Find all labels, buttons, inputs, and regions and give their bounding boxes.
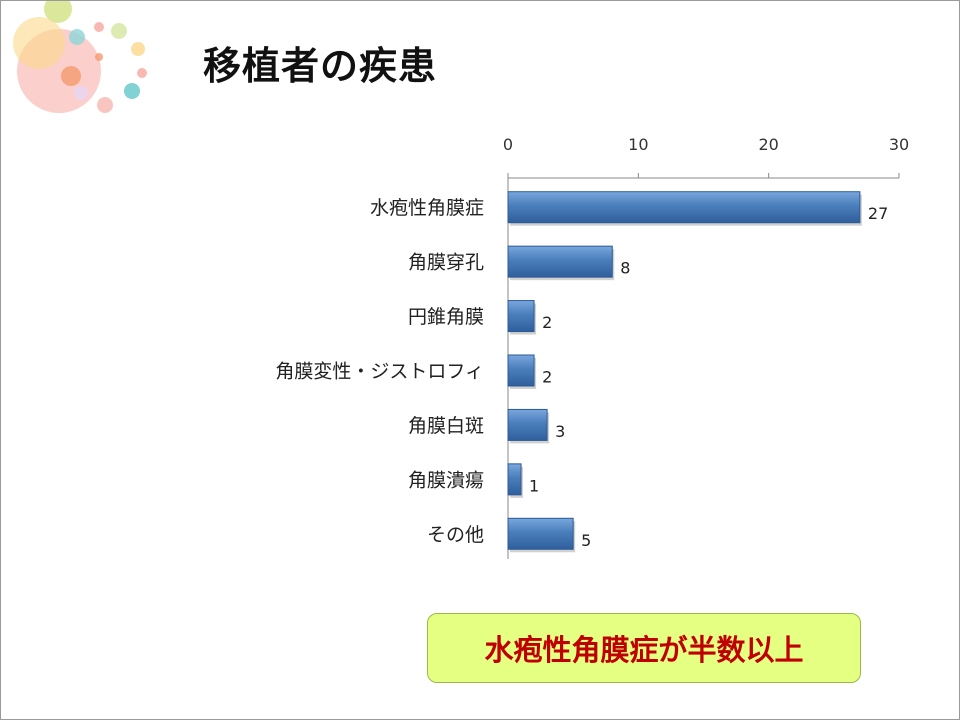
data-label: 2 (542, 313, 552, 332)
x-tick-label: 0 (503, 135, 513, 154)
bar (507, 354, 535, 387)
category-label: 角膜変性・ジストロフィ (275, 361, 484, 383)
bar (507, 191, 861, 224)
callout-text: 水疱性角膜症が半数以上 (484, 633, 804, 667)
page-title: 移植者の疾患 (203, 44, 438, 88)
category-label: 円錐角膜 (408, 306, 484, 328)
category-label: 角膜穿孔 (408, 252, 484, 274)
data-label: 2 (542, 368, 552, 387)
bar (507, 408, 548, 441)
bar (507, 517, 574, 550)
category-label: 角膜白斑 (408, 415, 484, 437)
data-label: 3 (555, 422, 565, 441)
x-tick-label: 20 (758, 135, 778, 154)
bar (507, 463, 522, 496)
category-label: その他 (427, 524, 484, 546)
callout-box: 水疱性角膜症が半数以上 (427, 613, 861, 683)
data-label: 5 (581, 531, 591, 550)
bar (507, 245, 613, 278)
category-label: 角膜潰瘍 (408, 469, 484, 491)
bar (507, 300, 535, 333)
x-tick-label: 10 (628, 135, 648, 154)
data-label: 27 (868, 204, 888, 223)
bar-chart: 0 10 20 30 水疱性角膜症 27 角膜穿孔 8 円錐角膜 2 角膜変性・ジストロフィ 2 角膜白… (275, 135, 909, 559)
data-label: 1 (529, 476, 539, 495)
decorative-bubbles (13, 1, 147, 113)
data-label: 8 (620, 259, 630, 278)
x-tick-label: 30 (889, 135, 909, 154)
category-label: 水疱性角膜症 (370, 197, 484, 219)
